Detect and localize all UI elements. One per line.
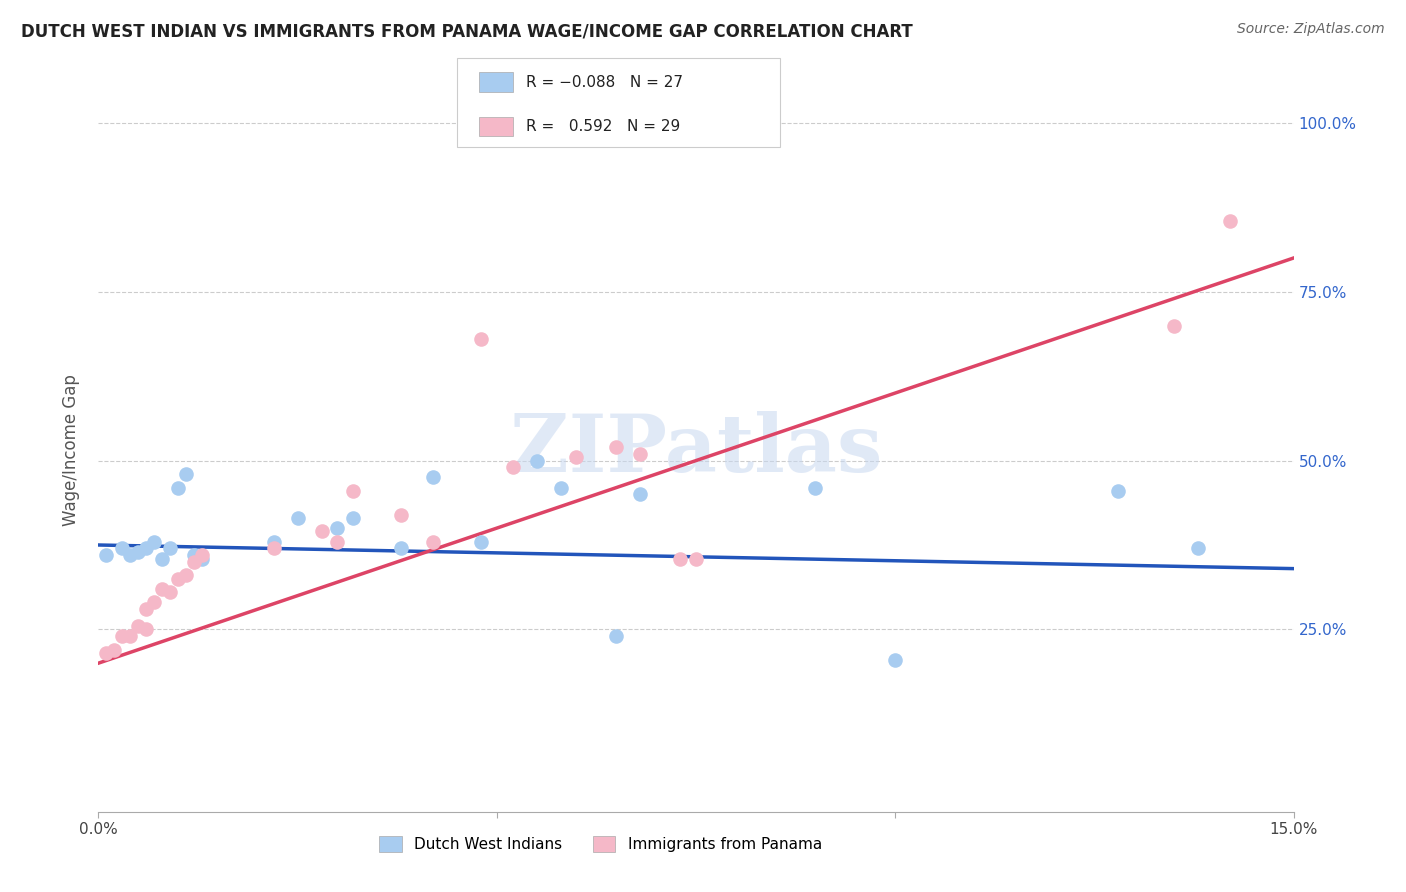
Point (550, 481, 572, 495)
Point (167, 572, 190, 586)
Point (1163, 318, 1185, 333)
Point (605, 440, 627, 454)
Point (135, 602, 157, 616)
Point (422, 534, 444, 549)
Point (135, 541, 157, 556)
Point (605, 629, 627, 643)
Point (326, 521, 349, 535)
Point (174, 467, 197, 481)
Point (422, 470, 444, 484)
Point (1219, 214, 1241, 228)
Point (143, 595, 166, 609)
Point (884, 653, 907, 667)
Point (342, 483, 364, 498)
Text: ZIPatlas: ZIPatlas (510, 411, 882, 490)
Point (326, 534, 349, 549)
Point (159, 541, 181, 556)
Point (111, 541, 134, 556)
Point (628, 447, 651, 461)
Point (150, 582, 173, 596)
Point (628, 487, 651, 501)
Point (127, 545, 149, 559)
Point (183, 555, 205, 569)
Point (287, 511, 309, 525)
Point (311, 524, 333, 539)
Point (120, 629, 142, 643)
Point (342, 511, 364, 525)
Point (143, 534, 166, 549)
Point (502, 460, 524, 475)
Point (389, 541, 412, 556)
Point (389, 508, 412, 522)
Point (159, 585, 181, 599)
Point (685, 551, 707, 566)
Point (669, 551, 692, 566)
Point (135, 623, 157, 637)
Point (96, 646, 118, 660)
Point (183, 548, 205, 562)
Y-axis label: Wage/Income Gap: Wage/Income Gap (62, 375, 80, 526)
Point (127, 619, 149, 633)
Text: Source: ZipAtlas.com: Source: ZipAtlas.com (1237, 22, 1385, 37)
Point (263, 534, 285, 549)
Text: R = −0.088   N = 27: R = −0.088 N = 27 (526, 75, 683, 89)
Point (103, 642, 125, 657)
Point (167, 481, 190, 495)
Point (804, 481, 827, 495)
Point (1107, 483, 1129, 498)
Point (470, 332, 492, 346)
Point (526, 453, 548, 467)
Text: DUTCH WEST INDIAN VS IMMIGRANTS FROM PANAMA WAGE/INCOME GAP CORRELATION CHART: DUTCH WEST INDIAN VS IMMIGRANTS FROM PAN… (21, 22, 912, 40)
Point (263, 541, 285, 556)
Point (470, 534, 492, 549)
Point (1187, 541, 1209, 556)
Text: R =   0.592   N = 29: R = 0.592 N = 29 (526, 120, 681, 134)
Point (174, 568, 197, 582)
Point (96, 548, 118, 562)
Point (565, 450, 588, 465)
Point (120, 548, 142, 562)
Point (191, 548, 214, 562)
Legend: Dutch West Indians, Immigrants from Panama: Dutch West Indians, Immigrants from Pana… (373, 830, 828, 858)
Point (191, 551, 214, 566)
Point (111, 629, 134, 643)
Point (150, 551, 173, 566)
